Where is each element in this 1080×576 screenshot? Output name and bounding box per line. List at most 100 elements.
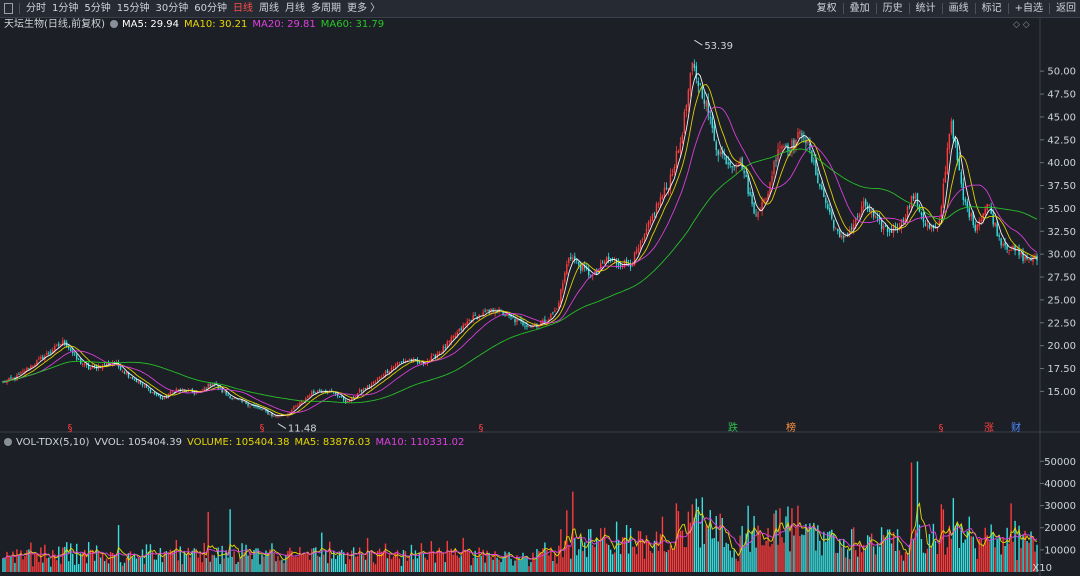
volume-bar [436, 550, 439, 572]
event-marker: 跌 [728, 421, 738, 434]
toolbar-action-button[interactable]: 统计 [915, 3, 936, 14]
panel-toggle-icon[interactable] [4, 3, 13, 14]
candle-body [864, 199, 867, 206]
candle-body [482, 312, 484, 316]
candle-body [335, 392, 337, 395]
volume-bar [38, 562, 40, 572]
candle-body [725, 157, 727, 164]
volume-bar [331, 558, 333, 572]
volume-bar [486, 550, 488, 572]
volume-bar [225, 550, 227, 572]
volume-bar [1010, 503, 1012, 572]
period-tab[interactable]: 5分钟 [84, 3, 111, 14]
period-tab[interactable]: 分时 [26, 3, 46, 14]
candle-body [344, 400, 347, 403]
candle-body [653, 213, 656, 215]
volume-bar [617, 540, 620, 572]
volume-bar [432, 551, 435, 572]
candle-body [560, 289, 562, 304]
candle-body [944, 172, 947, 183]
candle-body [338, 396, 341, 398]
candle-body [605, 257, 608, 262]
volume-bar [809, 523, 811, 572]
volume-bar [952, 498, 955, 572]
volume-bar [649, 550, 652, 572]
candle-body [291, 409, 293, 413]
candle-body [938, 220, 941, 226]
period-tab[interactable]: 多周期 [310, 3, 341, 14]
candle-body [749, 192, 751, 196]
diamond-icon[interactable]: ◇ ◇ [1013, 20, 1030, 30]
toolbar-action-button[interactable]: 画线 [948, 3, 969, 14]
period-tab[interactable]: 60分钟 [194, 3, 227, 14]
volume-bar [253, 550, 255, 572]
candle-body [125, 372, 128, 375]
volume-bar [60, 563, 62, 572]
volume-bar [651, 552, 654, 572]
volume-bar [880, 527, 883, 572]
period-tab[interactable]: 1分钟 [52, 3, 79, 14]
candle-body [237, 399, 239, 401]
candle-body [1008, 250, 1010, 252]
volume-bar [588, 529, 590, 572]
candle-body [458, 328, 460, 332]
volume-bar [667, 549, 670, 572]
volume-bar [72, 553, 74, 572]
candle-body [58, 343, 60, 346]
volume-bar [315, 547, 317, 572]
candle-body [382, 375, 385, 377]
candle-body [858, 214, 861, 217]
volume-bar [231, 556, 233, 572]
candle-body [488, 309, 490, 312]
toolbar-action-button[interactable]: 历史 [882, 3, 903, 14]
candle-body [665, 187, 668, 189]
candle-body [980, 219, 982, 222]
period-tab[interactable]: 周线 [258, 3, 279, 14]
volume-bar [605, 543, 608, 572]
period-tab[interactable]: 日线 [232, 3, 253, 14]
volume-bar [835, 552, 837, 572]
candle-body [464, 323, 466, 325]
toolbar-action-button[interactable]: 复权 [816, 3, 837, 14]
gear-icon[interactable] [109, 20, 118, 28]
volume-legend: VOL-TDX(5,10) VVOL: 105404.39 VOLUME: 1054… [4, 436, 469, 449]
candle-body [667, 188, 670, 190]
volume-bar [398, 558, 401, 572]
volume-bar [482, 549, 484, 572]
period-tab[interactable]: 15分钟 [116, 3, 150, 14]
candle-body [241, 399, 243, 402]
volume-bar [273, 552, 275, 572]
candle-body [578, 261, 580, 266]
candle-body [713, 125, 715, 141]
toolbar-action-button[interactable]: +自选 [1014, 3, 1043, 14]
candle-body [629, 263, 632, 268]
candle-body [179, 389, 182, 391]
volume-bar [823, 531, 825, 572]
volume-bar [870, 533, 873, 572]
toolbar-action-button[interactable]: 返回 [1056, 3, 1076, 14]
volume-bar [249, 551, 251, 572]
volume-bar [978, 538, 980, 572]
volume-bar [243, 552, 245, 572]
gear-icon[interactable] [4, 438, 12, 446]
period-tab[interactable]: 30分钟 [155, 3, 189, 14]
volume-bar [629, 528, 632, 572]
candle-body [801, 133, 803, 136]
volume-bar [878, 546, 881, 572]
candle-body [257, 406, 259, 408]
volume-bar [233, 551, 235, 572]
period-tab[interactable]: 月线 [284, 3, 305, 14]
volume-bar [197, 557, 199, 572]
zoom-x10-button[interactable]: X10 [1032, 563, 1052, 574]
volume-bar [107, 563, 110, 572]
volume-bar [1026, 541, 1028, 572]
volume-bar [448, 550, 450, 572]
volume-bar [125, 557, 128, 572]
candle-body [446, 341, 448, 348]
toolbar-action-button[interactable]: 叠加 [849, 3, 870, 14]
volume-bar [689, 522, 692, 572]
period-tab[interactable]: 更多 〉 [346, 3, 381, 14]
volume-bar [948, 525, 951, 572]
volume-bar [576, 555, 578, 572]
toolbar-action-button[interactable]: 标记 [981, 3, 1002, 14]
